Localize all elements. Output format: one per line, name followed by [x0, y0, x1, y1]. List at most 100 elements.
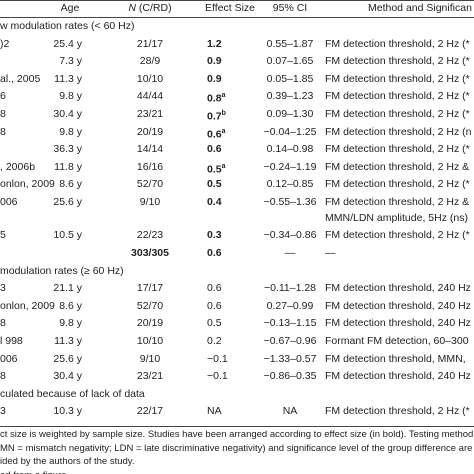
top-rule	[0, 0, 474, 1]
total-n: 303/305	[131, 247, 169, 260]
effect-value: −0.1	[207, 370, 228, 383]
cell-effect: 0.6	[207, 300, 222, 312]
cell-n: 44/44	[136, 90, 164, 103]
cell-effect: 1.2	[207, 38, 222, 50]
cell-method: FM detection threshold, 2 Hz (*	[325, 37, 470, 50]
cell-method: FM detection threshold, 2 Hz (*	[325, 229, 470, 242]
cell-method: FM detection threshold, 2 Hz (*	[325, 405, 470, 418]
cell-effect: 0.4	[207, 196, 222, 208]
cell-study: l 998	[0, 335, 23, 348]
cell-study: 006	[0, 352, 18, 365]
effect-value: 0.7	[207, 110, 222, 123]
cell-method: FM detection threshold, 2 Hz (*	[325, 55, 470, 68]
cell-n: 17/17	[136, 282, 164, 295]
total-effect: 0.6	[207, 247, 222, 260]
cell-age: 11.3 y	[54, 335, 82, 348]
cell-ci: −0.13–1.15	[263, 317, 317, 330]
header-n-rest: (C/RD)	[138, 2, 172, 14]
cell-age: 30.4 y	[53, 370, 82, 383]
cell-ci: NA	[282, 405, 298, 418]
effect-value: 0.9	[207, 55, 222, 68]
cell-ci: −0.86–0.35	[263, 370, 317, 383]
footnote: ed from a figure.	[0, 470, 69, 474]
header-method: Method and Significan	[368, 2, 472, 14]
cell-study: 3	[0, 405, 6, 418]
cell-study: 006	[0, 196, 18, 208]
effect-note: a	[221, 162, 226, 170]
cell-study: al., 2005	[0, 72, 41, 85]
header-n-letter: N	[128, 2, 136, 14]
effect-value: 0.4	[207, 196, 222, 208]
cell-method: FM detection threshold, 2 Hz (n	[325, 125, 472, 138]
cell-study: 8	[0, 125, 6, 138]
cell-n: 9/10	[139, 196, 161, 208]
cell-effect: 0.6a	[207, 126, 226, 141]
cell-ci: −0.34–0.86	[263, 229, 317, 242]
cell-ci: −0.11–1.28	[263, 282, 317, 295]
cell-study: onlon, 2009	[0, 178, 55, 191]
cell-study: 8	[0, 108, 6, 120]
cell-study: 8	[0, 370, 6, 383]
cell-age: 9.8 y	[59, 125, 82, 138]
cell-effect: 0.6	[207, 282, 222, 294]
cell-n: 21/17	[136, 37, 164, 50]
cell-effect: −0.1	[207, 353, 228, 365]
cell-age: 11.8 y	[54, 160, 82, 173]
effect-value: 0.6	[207, 299, 222, 312]
cell-n: 10/10	[136, 335, 164, 348]
effect-value: 1.2	[207, 37, 222, 50]
cell-age: 25.4 y	[53, 37, 82, 50]
cell-method: Formant FM detection, 60–300	[325, 335, 469, 348]
header-rule	[0, 17, 474, 18]
cell-ci: −0.24–1.19	[263, 160, 317, 173]
cell-method: FM detection threshold, 2 Hz (*	[325, 108, 470, 120]
cell-method: FM detection threshold, 240 Hz	[325, 282, 471, 295]
header-n: N (C/RD)	[115, 2, 185, 14]
cell-method: FM detection threshold, 240 Hz	[325, 317, 471, 330]
effect-value: 0.2	[207, 335, 222, 348]
cell-age: 36.3 y	[53, 143, 82, 156]
cell-n: 20/19	[136, 317, 164, 330]
footnote: ct size is weighted by sample size. Stud…	[0, 429, 474, 441]
cell-age: 10.3 y	[53, 405, 82, 418]
cell-effect: 0.9	[207, 55, 222, 67]
cell-n: 22/17	[136, 405, 164, 418]
cell-n: 22/23	[136, 229, 164, 242]
footnote: ided by the authors of the study.	[0, 456, 135, 468]
cell-effect: −0.1	[207, 370, 228, 382]
header-age: Age	[60, 2, 80, 14]
section-heading: modulation rates (≥ 60 Hz)	[0, 264, 124, 277]
cell-n: 52/70	[136, 299, 164, 312]
cell-ci: 0.09–1.30	[266, 108, 314, 120]
cell-study: 6	[0, 90, 6, 103]
effect-value: 0.6	[207, 128, 222, 141]
cell-age: 8.6 y	[59, 299, 82, 312]
cell-effect: 0.5a	[207, 161, 226, 176]
footnote: MN = mismatch negativity; LDN = late dis…	[0, 442, 473, 454]
cell-n: 28/9	[139, 55, 161, 68]
cell-n: 20/19	[136, 125, 164, 138]
cell-method: FM detection threshold, 2 Hz (*	[325, 178, 470, 191]
total-ci: —	[284, 247, 296, 260]
header-effect: Effect Size	[205, 2, 255, 14]
effect-value: 0.5	[207, 163, 222, 176]
effect-value: 0.3	[207, 229, 222, 242]
cell-age: 9.8 y	[59, 90, 82, 103]
cell-effect: 0.9	[207, 73, 222, 85]
cell-method: FM detection threshold, 2 Hz (*	[325, 72, 470, 85]
cell-study: 3	[0, 282, 6, 295]
cell-age: 25.6 y	[53, 352, 82, 365]
cell-study: onlon, 2009	[0, 299, 55, 312]
cell-age: 21.1 y	[53, 282, 82, 295]
cell-effect: 0.2	[207, 335, 222, 347]
cell-ci: 0.07–1.65	[266, 55, 314, 68]
section-heading: w modulation rates (< 60 Hz)	[0, 20, 135, 32]
cell-method-cont: MMN/LDN amplitude, 5Hz (ns)	[325, 211, 468, 224]
cell-n: 52/70	[136, 178, 164, 191]
cell-study: 8	[0, 317, 6, 330]
cell-ci: 0.39–1.23	[266, 90, 314, 103]
cell-effect: 0.8a	[207, 90, 226, 105]
effect-value: −0.1	[207, 352, 228, 365]
cell-study: , 2006b	[0, 160, 36, 173]
